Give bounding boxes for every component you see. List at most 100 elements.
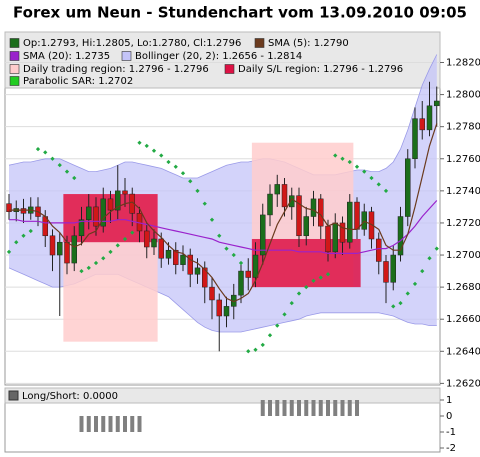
- sar-dot: [318, 275, 323, 280]
- y-tick-label: 1.2740: [446, 186, 480, 197]
- bar: [130, 416, 135, 432]
- bar: [333, 400, 338, 416]
- bar: [268, 400, 272, 416]
- sar-dot: [130, 230, 135, 235]
- legend-label: SMA (5): 1.2790: [268, 38, 349, 49]
- sar-dot: [6, 249, 12, 254]
- candle-body: [347, 201, 353, 243]
- candle-body: [267, 193, 273, 216]
- legend-icon: [9, 38, 20, 48]
- candle-body: [376, 238, 382, 262]
- candle-body: [115, 190, 121, 211]
- sar-dot: [412, 281, 418, 287]
- sar-dot: [144, 143, 149, 149]
- sar-dot: [64, 169, 70, 174]
- bar: [275, 400, 280, 416]
- candle-body: [20, 208, 27, 214]
- bar: [260, 400, 265, 416]
- candle-body: [368, 211, 375, 240]
- sar-dot: [325, 272, 331, 277]
- candle-body: [202, 267, 208, 288]
- candle-body: [434, 100, 440, 107]
- legend-box: [4, 31, 441, 89]
- sar-dot: [14, 240, 19, 245]
- bar: [101, 416, 106, 432]
- sar-dot: [405, 291, 410, 296]
- sar-dot: [238, 260, 244, 266]
- sar-dot: [267, 333, 273, 338]
- y-tick-label: 1.2700: [446, 250, 480, 261]
- legend-icon: [224, 64, 235, 74]
- y-tick-label: -1: [446, 427, 456, 438]
- bar: [311, 400, 316, 416]
- candle-body: [187, 254, 193, 275]
- candle-body: [383, 261, 389, 283]
- sar-dot: [347, 159, 352, 165]
- bar: [289, 400, 294, 416]
- sar-dot: [151, 148, 157, 153]
- candle-body: [78, 219, 85, 237]
- legend-icon: [254, 38, 265, 48]
- sar-dot: [296, 291, 302, 296]
- sar-dot: [35, 147, 41, 152]
- y-tick-label: 1.2780: [446, 122, 480, 133]
- candle-body: [144, 230, 150, 248]
- candle-body: [158, 238, 164, 259]
- sar-dot: [217, 233, 222, 238]
- lower-header: [4, 387, 441, 404]
- sl-region: [251, 238, 361, 288]
- candle-body: [318, 198, 324, 227]
- candle-body: [165, 249, 172, 259]
- y-tick-label: 1.2640: [446, 346, 480, 357]
- legend-icon: [9, 51, 20, 61]
- candle-body: [49, 235, 56, 256]
- y-tick-label: 1.2620: [446, 378, 480, 389]
- sar-dot: [224, 246, 229, 251]
- sar-dot: [43, 150, 48, 155]
- sar-dot: [57, 163, 62, 168]
- candle-body: [209, 286, 215, 301]
- candle-body: [151, 238, 157, 248]
- candle-body: [260, 214, 266, 256]
- bar: [137, 416, 142, 432]
- bar: [123, 416, 127, 432]
- candle-body: [332, 222, 338, 253]
- candle-body: [238, 270, 244, 296]
- bar: [318, 400, 323, 416]
- candle-body: [289, 195, 295, 208]
- candle-body: [303, 216, 309, 237]
- bar: [79, 416, 84, 432]
- candle-body: [245, 270, 251, 278]
- y-tick-label: 1.2800: [446, 90, 480, 101]
- sar-dot: [275, 323, 280, 328]
- candle-body: [296, 195, 302, 237]
- sar-dot: [304, 285, 309, 290]
- bar: [340, 400, 345, 416]
- sar-dot: [427, 256, 432, 261]
- candle-body: [426, 105, 433, 131]
- sar-dot: [311, 278, 316, 283]
- candle-body: [122, 190, 128, 195]
- candle-body: [100, 198, 106, 227]
- sar-dot: [108, 249, 113, 254]
- bar: [304, 400, 309, 416]
- sar-dot: [333, 153, 338, 158]
- sar-dot: [362, 169, 367, 174]
- bar: [108, 416, 113, 432]
- sar-dot: [137, 140, 142, 145]
- candle-body: [71, 235, 77, 264]
- candle-body: [86, 206, 92, 220]
- legend-label: SMA (20): 1.2735: [23, 51, 110, 62]
- legend-label: Op:1.2793, Hi:1.2805, Lo:1.2780, Cl:1.27…: [23, 38, 241, 49]
- candle-body: [390, 254, 396, 283]
- candle-body: [173, 249, 179, 265]
- legend-icon: [9, 64, 20, 74]
- sar-dot: [209, 217, 215, 222]
- sar-dot: [340, 156, 345, 161]
- bar: [297, 400, 301, 416]
- sar-dot: [369, 175, 374, 181]
- sar-dot: [420, 268, 425, 274]
- legend-label: Daily S/L region: 1.2796 - 1.2796: [238, 64, 403, 75]
- legend-icon: [9, 76, 20, 86]
- sar-dot: [398, 301, 403, 306]
